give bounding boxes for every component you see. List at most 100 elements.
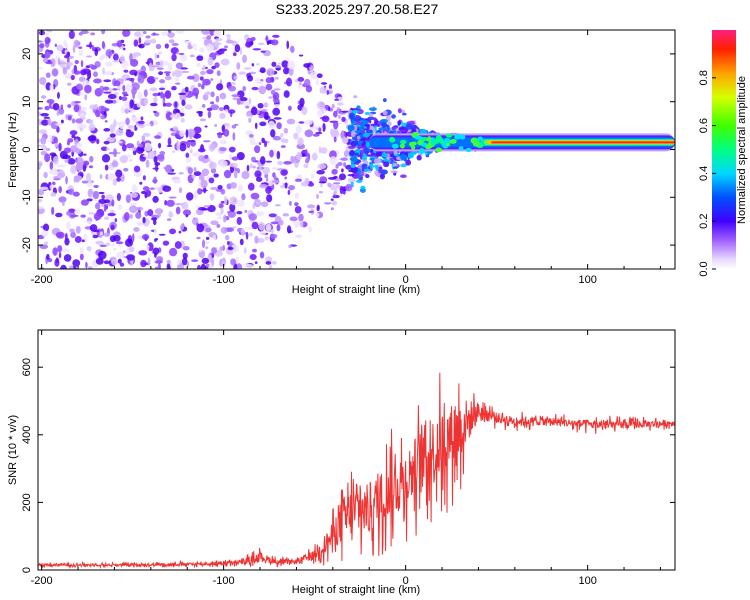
spectrogram-cell [124, 100, 130, 109]
spectrogram-cell [405, 159, 412, 166]
spectrogram-cell [407, 151, 415, 159]
spectrogram-cell [53, 137, 58, 145]
spectrogram-cell [378, 127, 386, 131]
spectrogram-cell [232, 226, 237, 229]
spectrogram-cell [164, 90, 172, 99]
spectrogram-cell [244, 209, 248, 213]
spectrogram-cell [206, 35, 212, 40]
spectrogram-cell [151, 65, 160, 68]
spectrogram-cell [102, 67, 105, 75]
spectrogram-cell [134, 72, 137, 77]
spectrogram-cell [167, 30, 172, 34]
spectrogram-cell [379, 173, 386, 180]
spectrogram-cell [201, 83, 205, 90]
spectrogram-cell [51, 206, 55, 215]
spectrogram-cell [145, 244, 150, 251]
spectrogram-cell [187, 42, 192, 50]
spectrogram-cell [286, 77, 293, 87]
spectrogram-cell [85, 55, 93, 58]
spectrogram-cell [152, 167, 159, 170]
spectrogram-cell [333, 120, 339, 130]
spectrogram-cell [201, 257, 210, 265]
spectrogram-cell [143, 97, 149, 106]
spectrogram-cell [284, 176, 287, 180]
spectrogram-cell [53, 168, 58, 176]
spectrogram-cell [205, 43, 215, 52]
spectrogram-cell [245, 130, 253, 136]
spectrogram-cell [159, 59, 164, 69]
spectrogram-cell [229, 203, 236, 213]
spectrogram-ylabel: Frequency (Hz) [7, 112, 19, 188]
spectrogram-cell [276, 122, 282, 130]
spectrogram-cell [101, 30, 106, 35]
spectrogram-cell [140, 259, 147, 268]
spectrogram-cell [337, 161, 343, 166]
spectrogram-cell [143, 31, 147, 35]
spectrogram-cell [91, 45, 95, 52]
spectrogram-cell [248, 116, 252, 124]
spectrogram-cell [102, 86, 110, 91]
spectrogram-cell [273, 117, 282, 120]
spectrogram-cell [154, 260, 163, 264]
colorbar-tick-label: 0.6 [698, 118, 710, 133]
spectrogram-cell [209, 30, 215, 36]
spectrogram-cell [266, 68, 275, 76]
spectrogram-cell [101, 194, 106, 200]
spectrogram-cell [73, 178, 78, 183]
spectrogram-cell [397, 120, 402, 126]
spectrogram-cell [150, 102, 158, 107]
spectrogram-cell [141, 233, 150, 240]
spectrogram-cell [465, 147, 472, 152]
spectrogram-cell [135, 211, 142, 220]
spectrogram-cell [172, 150, 176, 153]
spectrogram-cell [172, 179, 182, 184]
spectrogram-cell [187, 167, 193, 175]
spectrogram-cell [158, 71, 164, 76]
spectrogram-cell [99, 231, 104, 236]
spectrogram-cell [343, 162, 347, 168]
spectrogram-cell [333, 110, 338, 118]
spectrogram-cell [95, 257, 104, 265]
spectrogram-cell [311, 152, 318, 161]
spectrogram-cell [69, 228, 75, 233]
spectrogram-cell [71, 69, 75, 75]
spectrogram-cell [236, 210, 243, 215]
spectrogram-cell [283, 90, 290, 98]
spectrogram-cell [192, 152, 201, 157]
spectrogram-cell [356, 108, 364, 115]
spectrogram-cell [214, 123, 218, 128]
spectrogram-cell [211, 253, 215, 258]
spectrogram-cell [38, 206, 45, 210]
spectrogram-cell [100, 114, 106, 120]
spectrogram-cell [217, 185, 223, 190]
snr-ytick-label: 600 [21, 358, 33, 376]
spectrogram-cell [153, 219, 157, 226]
spectrogram-cell [70, 74, 75, 81]
spectrogram-cell [400, 174, 407, 179]
spectrogram-ytick-label: -20 [21, 237, 33, 253]
spectrogram-cell [340, 129, 345, 139]
chart-title: S233.2025.297.20.58.E27 [276, 1, 439, 17]
spectrogram-cell [157, 142, 162, 149]
spectrogram-cell [278, 219, 284, 226]
spectrogram-cell [297, 137, 304, 146]
spectrogram-cell [301, 106, 308, 116]
spectrogram-cell [353, 124, 358, 132]
spectrogram-cell [218, 203, 224, 209]
spectrogram-cell [125, 117, 130, 126]
spectrogram-cell [445, 133, 453, 138]
spectrogram-cell [104, 61, 113, 67]
spectrogram-cell [122, 91, 128, 95]
spectrogram-cell [210, 104, 219, 111]
spectrogram-cell [67, 157, 76, 165]
spectrogram-cell [239, 97, 248, 102]
spectrogram-cell [50, 121, 59, 130]
spectrogram-cell [218, 215, 222, 219]
spectrogram-cell [116, 86, 125, 89]
spectrogram-cell [355, 122, 363, 125]
spectrogram-cell [64, 54, 69, 59]
spectrogram-cell [319, 86, 327, 94]
spectrogram-cell [100, 146, 108, 152]
spectrogram-cell [341, 168, 344, 173]
spectrogram-cell [239, 238, 244, 246]
